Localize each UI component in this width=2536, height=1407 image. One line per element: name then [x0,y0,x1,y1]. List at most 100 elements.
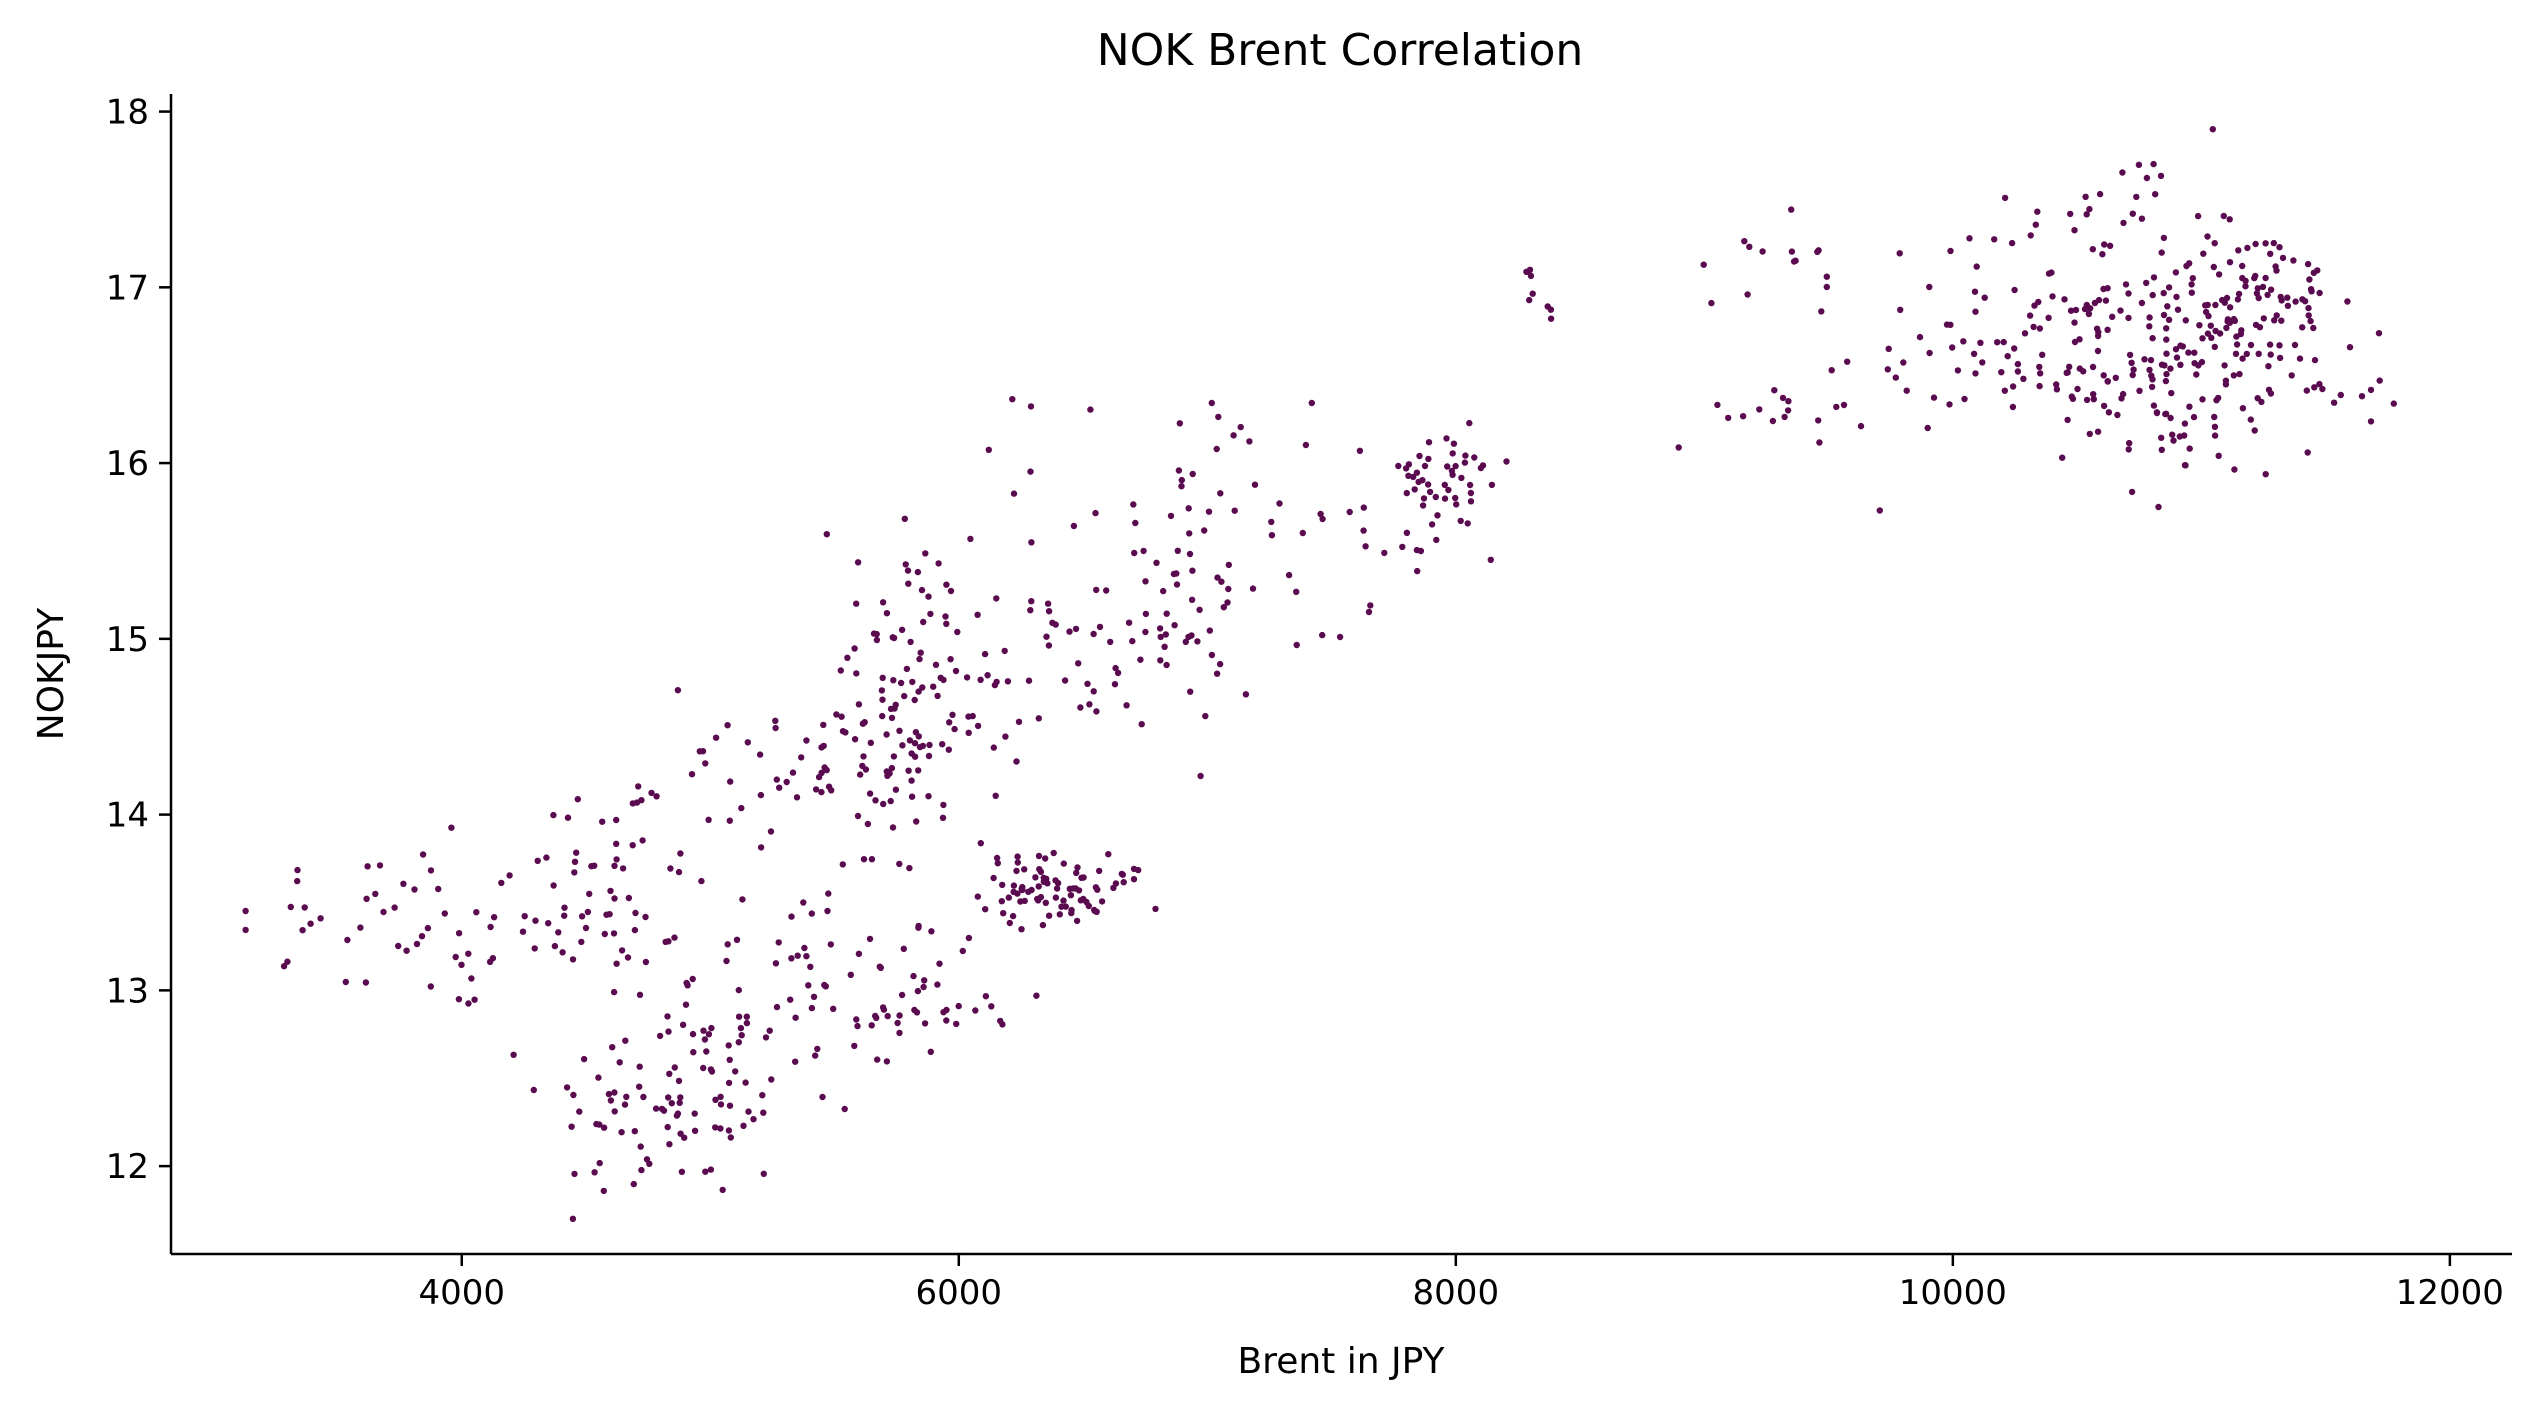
data-point [2189,275,2196,282]
data-point [1230,432,1237,439]
data-point [1142,578,1149,585]
data-point [2252,272,2259,280]
data-point [639,837,646,844]
data-point [896,727,903,734]
data-point [743,1019,751,1027]
data-point [2163,336,2170,343]
data-point [2258,398,2265,406]
y-tick-label: 16 [106,444,149,484]
data-point [1816,439,1823,446]
data-point [1828,367,1835,374]
data-point [1052,894,1060,901]
data-point [2226,259,2234,266]
data-point [2053,381,2060,388]
data-point [2074,385,2081,393]
data-point [2080,368,2087,375]
data-point [2303,387,2310,394]
data-point [643,1156,651,1163]
data-point [1360,504,1368,511]
data-point [772,960,780,967]
data-point [1399,543,1406,551]
data-point [2168,389,2175,397]
data-point [793,794,801,801]
data-point [596,1121,603,1128]
data-point [723,957,730,965]
data-point [596,1159,603,1167]
data-point [2093,325,2101,332]
data-point [2086,430,2093,438]
data-point [794,952,801,959]
data-point [690,1049,697,1056]
data-point [1739,413,1747,420]
data-point [2176,433,2183,440]
data-point [925,793,932,800]
data-point [1157,633,1164,641]
data-point [2367,418,2375,425]
data-point [990,744,997,751]
data-point [2230,372,2237,379]
data-point [1028,886,1035,894]
data-point [910,972,917,980]
data-point [946,719,953,726]
data-point [519,928,527,935]
data-point [914,568,922,576]
data-point [879,712,886,720]
data-point [2216,330,2224,337]
data-point [2211,432,2219,439]
data-point [1441,495,1449,502]
data-point [712,734,720,741]
data-point [1130,501,1137,508]
data-point [812,1052,819,1059]
data-point [1078,874,1085,881]
data-point [2232,350,2240,357]
data-point [611,862,618,869]
data-point [607,887,614,895]
data-point [2090,391,2097,398]
data-point [1075,660,1082,667]
data-point [2021,330,2029,337]
x-tick-label: 12000 [2396,1273,2504,1313]
data-point [1960,338,1967,345]
data-point [942,613,949,620]
data-point [889,824,897,831]
data-point [2223,294,2231,302]
data-point [648,789,655,797]
data-point [1424,481,1432,488]
data-point [561,912,568,919]
data-point [1930,394,1938,401]
data-point [963,674,971,681]
data-point [696,748,703,755]
data-point [2211,240,2218,247]
data-point [2262,471,2269,478]
data-point [1443,435,1450,442]
data-point [1450,440,1458,447]
data-point [851,645,858,652]
data-point [2182,317,2189,324]
data-point [909,678,916,686]
data-point [1844,358,1851,365]
data-point [2106,242,2114,249]
data-point [880,800,887,808]
data-point [2008,239,2016,247]
data-point [1027,607,1034,614]
data-point [974,611,981,618]
data-point [2221,362,2228,369]
data-point [922,550,929,557]
data-point [800,899,807,906]
data-point [1903,387,1910,394]
data-point [1070,885,1077,892]
data-point [2375,330,2383,337]
data-point [611,895,618,902]
data-point [1013,758,1020,765]
data-point [1060,860,1068,867]
data-point [2252,321,2260,329]
data-point [1042,899,1050,906]
data-point [2219,296,2226,304]
data-point [937,674,944,681]
data-point [624,954,632,961]
x-tick-label: 6000 [916,1273,1003,1313]
data-point [702,1168,709,1175]
data-point [1900,359,1907,366]
data-point [857,771,864,778]
data-point [490,914,498,921]
